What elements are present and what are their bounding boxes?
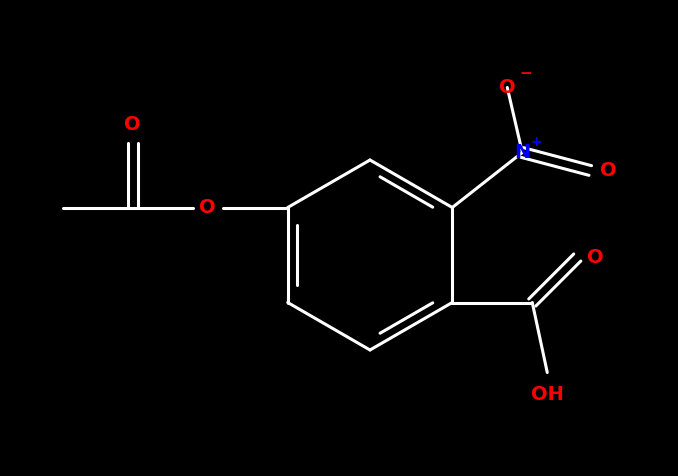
Text: +: + — [530, 136, 542, 149]
Text: N: N — [514, 143, 530, 162]
Text: OH: OH — [531, 385, 563, 404]
Text: O: O — [125, 115, 141, 134]
Text: O: O — [587, 248, 603, 267]
Text: O: O — [199, 198, 216, 217]
Text: O: O — [600, 161, 616, 180]
Text: −: − — [519, 66, 532, 81]
Text: O: O — [499, 78, 515, 97]
